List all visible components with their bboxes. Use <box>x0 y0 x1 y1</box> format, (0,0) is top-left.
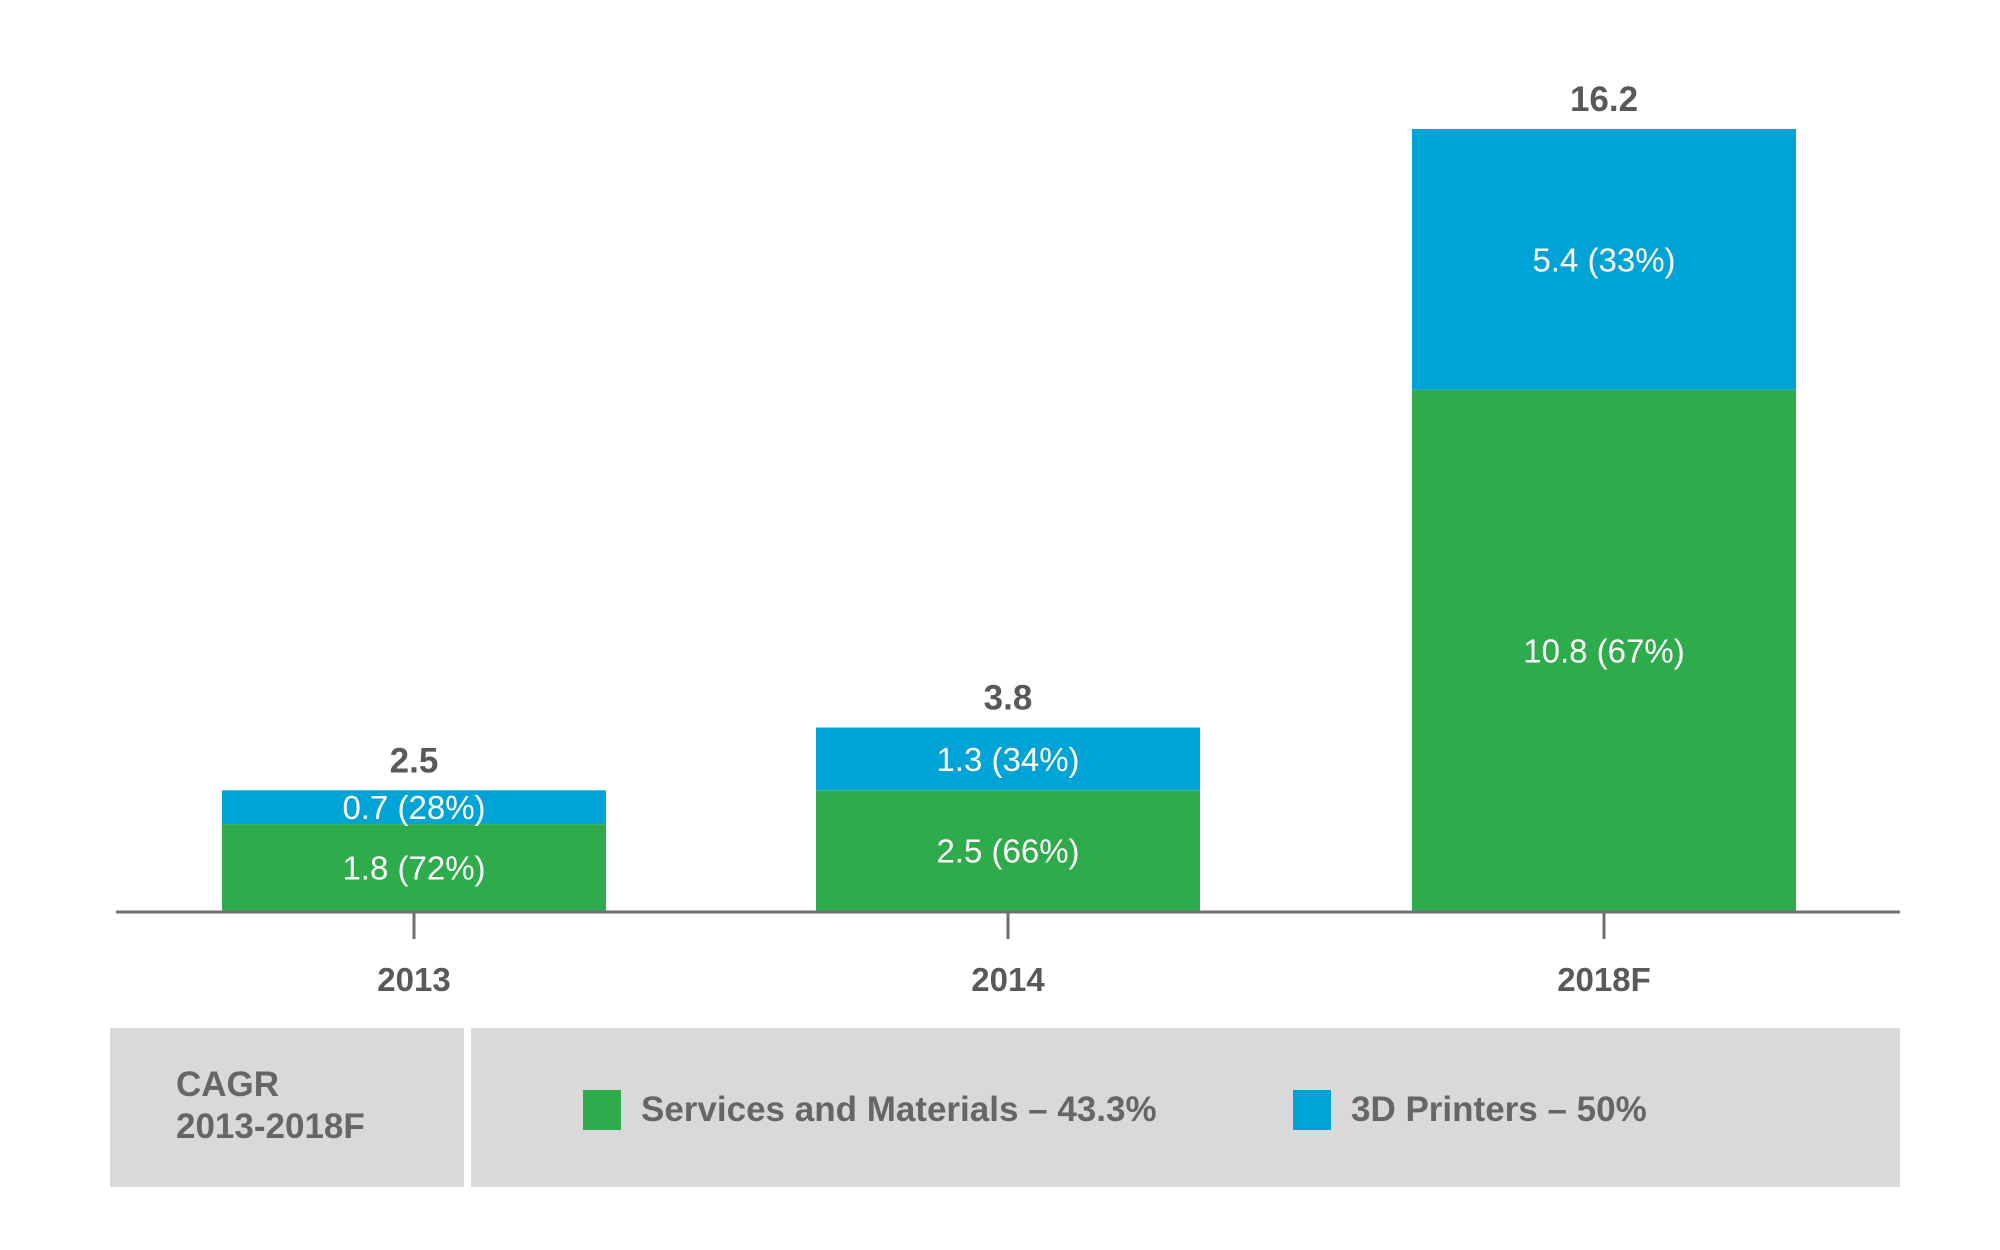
segment-label: 5.4 (33%) <box>1532 241 1675 278</box>
segment-label: 2.5 (66%) <box>936 833 1079 870</box>
total-label: 3.8 <box>984 679 1033 718</box>
bar-segment-printers <box>222 790 606 825</box>
segment-label: 1.3 (34%) <box>936 741 1079 778</box>
segment-label: 0.7 (28%) <box>342 789 485 826</box>
x-tick-label: 2014 <box>971 961 1045 998</box>
cagr-box: CAGR 2013-2018F <box>110 1028 464 1187</box>
legend-item-printers: 3D Printers – 50% <box>1293 1090 1647 1130</box>
legend-item-services: Services and Materials – 43.3% <box>583 1090 1157 1130</box>
bar-segment-printers <box>816 727 1200 791</box>
cagr-heading-line1: CAGR <box>176 1065 280 1104</box>
legend-label: 3D Printers – 50% <box>1351 1090 1647 1129</box>
bar-segment-services <box>1412 389 1796 912</box>
total-label: 16.2 <box>1570 80 1638 119</box>
x-tick-label: 2018F <box>1557 961 1651 998</box>
bar-segment-services <box>816 790 1200 911</box>
legend-items-box: Services and Materials – 43.3% 3D Printe… <box>471 1028 1900 1187</box>
segment-label: 10.8 (67%) <box>1523 632 1684 669</box>
x-tick-label: 2013 <box>377 961 450 998</box>
segment-label: 1.8 (72%) <box>342 850 485 887</box>
total-label: 2.5 <box>390 741 439 780</box>
stacked-bar-chart: 1.8 (72%) 0.7 (28%) 2.5 2013 2.5 (66%) 1.3 (3… <box>116 80 1900 998</box>
legend-label: Services and Materials – 43.3% <box>641 1090 1157 1129</box>
cagr-heading: CAGR 2013-2018F <box>176 1064 365 1148</box>
legend-swatch-blue <box>1293 1090 1331 1130</box>
legend: CAGR 2013-2018F Services and Materials –… <box>110 1028 1900 1187</box>
bar-segment-services <box>222 824 606 911</box>
cagr-heading-line2: 2013-2018F <box>176 1107 365 1146</box>
legend-swatch-green <box>583 1090 621 1130</box>
bar-segment-printers <box>1412 129 1796 390</box>
